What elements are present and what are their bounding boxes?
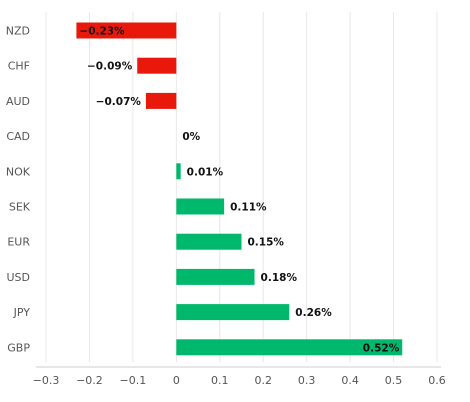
category-label: JPY bbox=[13, 306, 31, 319]
x-axis: −0.3 −0.2 −0.1 0 0.1 0.2 0.3 0.4 0.5 0.6 bbox=[33, 366, 446, 387]
bar[interactable] bbox=[176, 304, 290, 321]
x-tick-label: −0.2 bbox=[76, 374, 103, 387]
category-label: SEK bbox=[9, 201, 31, 214]
x-tick-label: 0.5 bbox=[385, 374, 403, 387]
category-label: EUR bbox=[7, 236, 30, 249]
category-label: AUD bbox=[6, 95, 30, 108]
bar[interactable] bbox=[76, 22, 177, 39]
value-label: 0.01% bbox=[187, 166, 224, 178]
bar[interactable] bbox=[145, 92, 177, 109]
bar[interactable] bbox=[176, 198, 225, 215]
x-tick-label: 0.2 bbox=[254, 374, 272, 387]
category-label: USD bbox=[6, 271, 30, 284]
value-label: 0.11% bbox=[230, 202, 267, 214]
x-tick-label: −0.3 bbox=[33, 374, 60, 387]
value-labels: −0.23% −0.09% −0.07% 0% 0.01% 0.11% 0.15% 0.18%… bbox=[79, 26, 399, 355]
x-tick-label: 0 bbox=[173, 374, 180, 387]
bar[interactable] bbox=[176, 233, 242, 250]
x-tick-label: 0.4 bbox=[341, 374, 359, 387]
value-label: −0.07% bbox=[96, 96, 142, 108]
bar[interactable] bbox=[176, 268, 255, 285]
value-label: 0% bbox=[182, 131, 200, 143]
x-tick-label: 0.3 bbox=[298, 374, 316, 387]
value-label: −0.23% bbox=[79, 26, 125, 38]
bar[interactable] bbox=[176, 163, 181, 180]
category-labels: NZD CHF AUD CAD NOK SEK EUR USD JPY GBP bbox=[6, 25, 31, 355]
bar[interactable] bbox=[176, 339, 403, 356]
category-label: CAD bbox=[6, 130, 30, 143]
value-label: 0.52% bbox=[363, 342, 400, 354]
x-tick-label: −0.1 bbox=[120, 374, 147, 387]
bars bbox=[76, 22, 403, 356]
value-label: 0.18% bbox=[261, 272, 298, 284]
category-label: CHF bbox=[8, 60, 30, 73]
category-label: NZD bbox=[6, 25, 30, 38]
value-label: 0.15% bbox=[248, 237, 285, 249]
value-label: −0.09% bbox=[87, 61, 133, 73]
value-label: 0.26% bbox=[295, 307, 332, 319]
x-tick-label: 0.1 bbox=[211, 374, 229, 387]
bar[interactable] bbox=[137, 57, 177, 74]
category-label: GBP bbox=[7, 341, 30, 354]
x-tick-label: 0.6 bbox=[428, 374, 446, 387]
category-label: NOK bbox=[6, 165, 31, 178]
